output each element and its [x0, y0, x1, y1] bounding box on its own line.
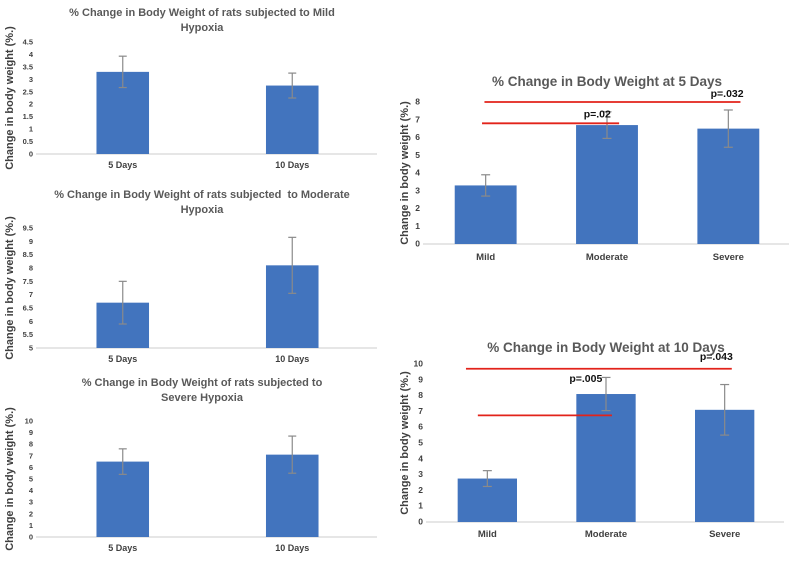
p-value-label: p=.043: [700, 351, 733, 363]
category-label: 5 Days: [108, 160, 137, 170]
severe-hypoxia-svg: % Change in Body Weight of rats subjecte…: [4, 377, 377, 553]
y-tick-label: 1: [415, 221, 420, 231]
y-tick-label: 1.5: [23, 112, 33, 121]
y-tick-label: 10: [414, 359, 424, 369]
category-label: 10 Days: [275, 354, 309, 364]
y-tick-label: 2.5: [23, 87, 33, 96]
y-tick-label: 1: [418, 501, 423, 511]
chart-title: Severe Hypoxia: [161, 392, 244, 404]
y-tick-label: 0: [29, 533, 33, 542]
y-tick-label: 5: [29, 344, 33, 353]
y-tick-label: 3: [29, 75, 33, 84]
y-tick-label: 4: [29, 486, 34, 495]
chart-title: % Change in Body Weight at 10 Days: [487, 340, 725, 355]
y-tick-label: 10: [25, 417, 33, 426]
y-tick-label: 0: [415, 239, 420, 249]
category-label: Severe: [709, 529, 740, 540]
y-tick-label: 0: [418, 517, 423, 527]
y-tick-label: 5: [418, 438, 423, 448]
chart-title: Hypoxia: [181, 204, 225, 216]
chart-ten-days: % Change in Body Weight at 10 Days Change…: [396, 318, 790, 563]
y-tick-label: 3: [29, 498, 33, 507]
y-tick-label: 2: [418, 485, 423, 495]
p-value-label: p=.032: [711, 88, 744, 100]
y-tick-label: 3.5: [23, 62, 33, 71]
ten-days-svg: % Change in Body Weight at 10 Days Change…: [399, 340, 784, 540]
chart-title: % Change in Body Weight at 5 Days: [492, 74, 722, 89]
category-label: Mild: [478, 529, 497, 540]
y-tick-label: 7.5: [23, 277, 33, 286]
y-tick-label: 4.5: [23, 38, 33, 47]
y-axis-label: Change in body weight (%.): [4, 216, 16, 360]
y-tick-label: 2: [29, 100, 33, 109]
chart-title: % Change in Body Weight of rats subjecte…: [69, 7, 335, 19]
category-label: 10 Days: [275, 160, 309, 170]
y-axis-label: Change in body weight (%.): [399, 371, 411, 515]
five-days-svg: % Change in Body Weight at 5 Days Change …: [399, 74, 789, 263]
category-label: Mild: [476, 252, 495, 263]
y-tick-label: 8: [29, 440, 33, 449]
y-tick-label: 0: [29, 150, 33, 159]
y-axis-label: Change in body weight (%.): [4, 26, 16, 170]
chart-title: % Change in Body Weight of rats subjecte…: [54, 189, 350, 201]
y-tick-label: 6.5: [23, 304, 33, 313]
y-tick-label: 4: [29, 50, 34, 59]
bar: [576, 394, 636, 522]
y-tick-label: 0.5: [23, 137, 33, 146]
y-tick-label: 3: [415, 185, 420, 195]
chart-mild-hypoxia: % Change in Body Weight of rats subjecte…: [2, 2, 396, 187]
y-tick-label: 8: [415, 97, 420, 107]
y-tick-label: 7: [415, 114, 420, 124]
y-tick-label: 3: [418, 469, 423, 479]
chart-five-days: % Change in Body Weight at 5 Days Change …: [396, 56, 790, 297]
y-tick-label: 6: [29, 317, 33, 326]
y-tick-label: 2: [29, 509, 33, 518]
category-label: 10 Days: [275, 543, 309, 553]
y-tick-label: 1: [29, 521, 33, 530]
y-tick-label: 7: [29, 290, 33, 299]
y-tick-label: 9: [29, 428, 33, 437]
mild-hypoxia-svg: % Change in Body Weight of rats subjecte…: [4, 7, 377, 170]
y-tick-label: 8: [29, 264, 33, 273]
y-tick-label: 9.5: [23, 224, 33, 233]
chart-title: % Change in Body Weight of rats subjecte…: [82, 377, 323, 389]
y-axis-label: Change in body weight (%.): [399, 101, 411, 245]
chart-moderate-hypoxia: % Change in Body Weight of rats subjecte…: [2, 184, 396, 379]
category-label: Severe: [713, 252, 744, 263]
p-value-label: p=.02: [584, 108, 611, 120]
y-tick-label: 7: [418, 406, 423, 416]
y-tick-label: 9: [418, 374, 423, 384]
category-label: 5 Days: [108, 543, 137, 553]
y-tick-label: 8: [418, 390, 423, 400]
y-tick-label: 4: [418, 453, 423, 463]
p-value-label: p=.005: [569, 373, 602, 385]
chart-title: Hypoxia: [181, 22, 225, 34]
y-tick-label: 2: [415, 203, 420, 213]
y-tick-label: 5: [29, 475, 33, 484]
bar: [576, 125, 638, 244]
category-label: 5 Days: [108, 354, 137, 364]
y-axis-label: Change in body weight (%.): [4, 407, 16, 551]
y-tick-label: 6: [415, 132, 420, 142]
y-tick-label: 4: [415, 168, 420, 178]
y-tick-label: 1: [29, 125, 33, 134]
moderate-hypoxia-svg: % Change in Body Weight of rats subjecte…: [4, 189, 377, 364]
y-tick-label: 9: [29, 237, 33, 246]
y-tick-label: 7: [29, 451, 33, 460]
y-tick-label: 6: [418, 422, 423, 432]
y-tick-label: 6: [29, 463, 33, 472]
category-label: Moderate: [585, 529, 627, 540]
category-label: Moderate: [586, 252, 628, 263]
y-tick-label: 5: [415, 150, 420, 160]
y-tick-label: 8.5: [23, 250, 33, 259]
chart-severe-hypoxia: % Change in Body Weight of rats subjecte…: [2, 373, 396, 563]
y-tick-label: 5.5: [23, 330, 33, 339]
